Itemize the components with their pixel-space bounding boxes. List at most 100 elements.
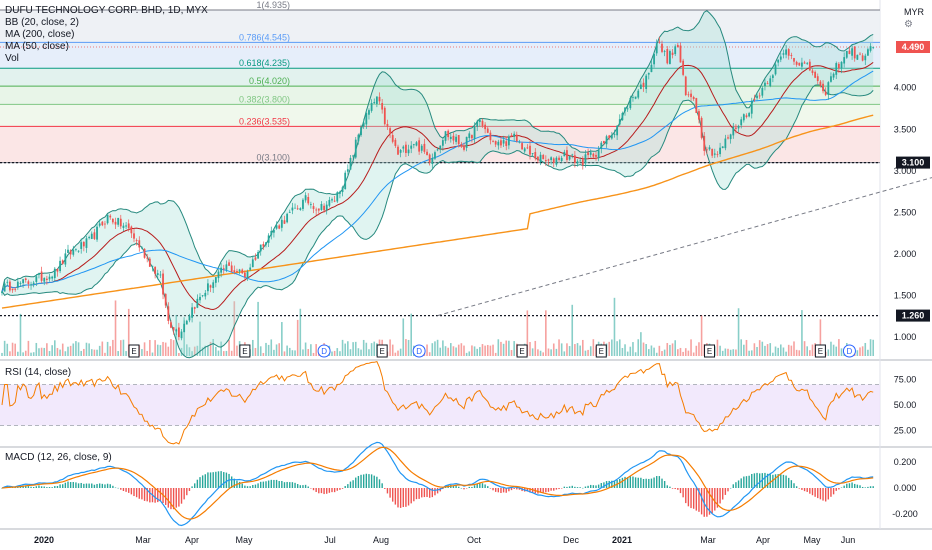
event-marker-label: E	[519, 347, 524, 356]
fib-zone	[0, 68, 880, 87]
macd-histogram-bar	[40, 486, 43, 488]
candle-body	[368, 110, 370, 115]
volume-bar	[566, 343, 568, 356]
candle-body	[304, 195, 307, 201]
candle-body	[236, 271, 238, 273]
volume-bar	[634, 352, 637, 356]
volume-bar	[209, 341, 212, 356]
time-tick-label: May	[235, 535, 253, 545]
candle-body	[80, 242, 83, 249]
macd-histogram-bar	[188, 488, 191, 491]
candle-body	[650, 64, 653, 73]
candle-body	[426, 151, 428, 156]
candle-body	[328, 199, 331, 206]
macd-histogram-bar	[431, 488, 434, 498]
candle-body	[362, 122, 365, 127]
settings-icon[interactable]: ⚙	[904, 19, 913, 30]
volume-bar	[212, 339, 214, 356]
legend-vol[interactable]: Vol	[5, 53, 19, 64]
candle-body	[299, 208, 302, 210]
candle-body	[647, 73, 650, 75]
legend-ma50[interactable]: MA (50, close)	[5, 41, 69, 52]
candle-body	[185, 320, 188, 325]
macd-histogram-bar	[563, 486, 566, 488]
candle-body	[212, 282, 215, 289]
candle-body	[595, 154, 597, 157]
candle-body	[109, 215, 112, 218]
macd-histogram-bar	[476, 483, 478, 488]
macd-histogram-bar	[244, 485, 246, 488]
macd-histogram-bar	[529, 488, 531, 493]
candle-body	[724, 138, 727, 149]
volume-bar	[270, 339, 273, 356]
candle-body	[853, 46, 856, 59]
volume-bar	[743, 344, 745, 356]
candle-body	[233, 270, 236, 273]
candle-body	[375, 96, 378, 104]
candle-body	[566, 150, 568, 161]
volume-bar	[294, 350, 296, 356]
candle-body	[69, 250, 72, 255]
macd-histogram-bar	[455, 485, 457, 488]
candle-body	[373, 102, 376, 104]
volume-bar	[698, 342, 700, 356]
volume-bar	[90, 349, 93, 356]
macd-histogram-bar	[62, 484, 64, 488]
macd-histogram-bar	[772, 474, 774, 488]
macd-histogram-bar	[687, 488, 690, 507]
macd-histogram-bar	[207, 472, 209, 488]
fib-zero-badge	[896, 156, 930, 169]
macd-legend[interactable]: MACD (12, 26, close, 9)	[5, 452, 112, 463]
macd-histogram-bar	[106, 483, 109, 488]
volume-bar	[331, 351, 333, 356]
macd-histogram-bar	[413, 488, 415, 502]
candle-body	[505, 141, 508, 146]
macd-histogram-bar	[421, 488, 423, 498]
volume-bar	[856, 350, 859, 356]
volume-bar	[428, 352, 431, 356]
volume-bar	[40, 347, 43, 356]
macd-histogram-bar	[851, 482, 853, 488]
volume-bar	[640, 332, 642, 356]
macd-histogram-bar	[355, 477, 357, 488]
legend-ma200[interactable]: MA (200, close)	[5, 29, 75, 40]
macd-histogram-bar	[112, 485, 114, 488]
volume-bar	[391, 344, 394, 356]
price-tick-label: 4.000	[894, 83, 917, 93]
macd-histogram-bar	[795, 486, 798, 488]
rsi-tick-label: 75.00	[894, 374, 917, 384]
volume-bar	[83, 348, 85, 356]
macd-histogram-bar	[679, 488, 682, 494]
candle-body	[637, 90, 640, 98]
rsi-legend[interactable]: RSI (14, close)	[5, 367, 72, 378]
macd-histogram-bar	[225, 472, 228, 488]
macd-histogram-bar	[553, 488, 555, 491]
macd-histogram-bar	[296, 484, 299, 488]
volume-bar	[497, 339, 500, 356]
volume-bar	[397, 350, 399, 356]
volume-bar	[648, 349, 650, 356]
macd-histogram-bar	[790, 480, 793, 488]
macd-histogram-bar	[700, 488, 703, 515]
volume-bar	[568, 346, 571, 356]
volume-bar	[228, 340, 230, 356]
volume-bar	[753, 343, 756, 356]
earnings-marker	[595, 344, 607, 358]
volume-bar	[11, 342, 14, 356]
candle-body	[742, 114, 745, 121]
macd-histogram-bar	[579, 487, 581, 488]
volume-bar	[347, 341, 349, 356]
macd-histogram-bar	[304, 484, 307, 488]
volume-bar	[444, 346, 447, 356]
macd-histogram-bar	[542, 488, 544, 493]
legend-bb[interactable]: BB (20, close, 2)	[5, 17, 79, 28]
volume-bar	[769, 343, 772, 356]
volume-bar	[373, 341, 376, 356]
macd-histogram-bar	[423, 488, 426, 498]
macd-histogram-bar	[669, 486, 671, 488]
macd-histogram-bar	[489, 488, 492, 489]
volume-bar	[96, 349, 98, 356]
fib-level-label: 0.786(4.545)	[239, 32, 290, 42]
candle-body	[357, 134, 360, 142]
